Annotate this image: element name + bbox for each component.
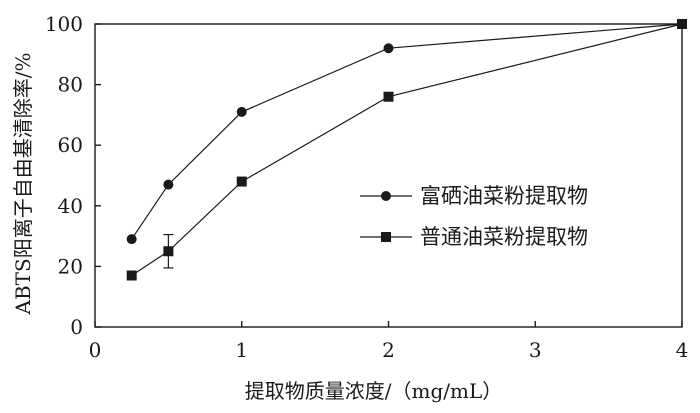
data-point bbox=[383, 43, 394, 54]
y-tick-label: 20 bbox=[58, 254, 83, 278]
data-point bbox=[126, 270, 137, 281]
series-layer bbox=[126, 19, 687, 281]
legend-item: 普通油菜粉提取物 bbox=[360, 225, 588, 249]
series-line bbox=[131, 23, 683, 240]
legend-label: 富硒油菜粉提取物 bbox=[420, 184, 588, 208]
series-line bbox=[131, 23, 683, 277]
plot-frame bbox=[94, 23, 683, 328]
x-tick-label: 0 bbox=[89, 338, 102, 362]
legend-marker bbox=[381, 191, 391, 201]
legend-label: 普通油菜粉提取物 bbox=[420, 225, 588, 249]
x-tick-label: 1 bbox=[235, 338, 248, 362]
x-axis-title: 提取物质量浓度/（mg/mL） bbox=[245, 379, 503, 403]
data-point bbox=[163, 246, 174, 257]
y-tick-label: 40 bbox=[58, 194, 83, 218]
x-tick-label: 3 bbox=[529, 338, 542, 362]
y-tick-label: 80 bbox=[58, 73, 83, 97]
y-axis-title: ABTS阳离子自由基清除率/% bbox=[11, 53, 35, 316]
series-selenium-rich bbox=[126, 19, 687, 245]
legend-item: 富硒油菜粉提取物 bbox=[360, 184, 588, 208]
legend-marker bbox=[381, 232, 391, 242]
data-point bbox=[236, 106, 247, 117]
axes bbox=[94, 23, 683, 328]
x-tick-label: 2 bbox=[382, 338, 395, 362]
series-ordinary bbox=[126, 19, 687, 281]
axis-labels: 0 1 2 3 4020406080100提取物质量浓度/（mg/mL）ABTS阳离子自… bbox=[11, 12, 688, 403]
data-point bbox=[677, 19, 687, 29]
x-tick-label: 4 bbox=[676, 338, 689, 362]
data-point bbox=[126, 234, 137, 245]
data-point bbox=[383, 91, 394, 102]
y-tick-label: 60 bbox=[58, 133, 83, 157]
y-tick-label: 0 bbox=[70, 315, 83, 339]
data-point bbox=[163, 179, 174, 190]
data-point bbox=[236, 176, 247, 187]
y-tick-label: 100 bbox=[45, 12, 83, 36]
